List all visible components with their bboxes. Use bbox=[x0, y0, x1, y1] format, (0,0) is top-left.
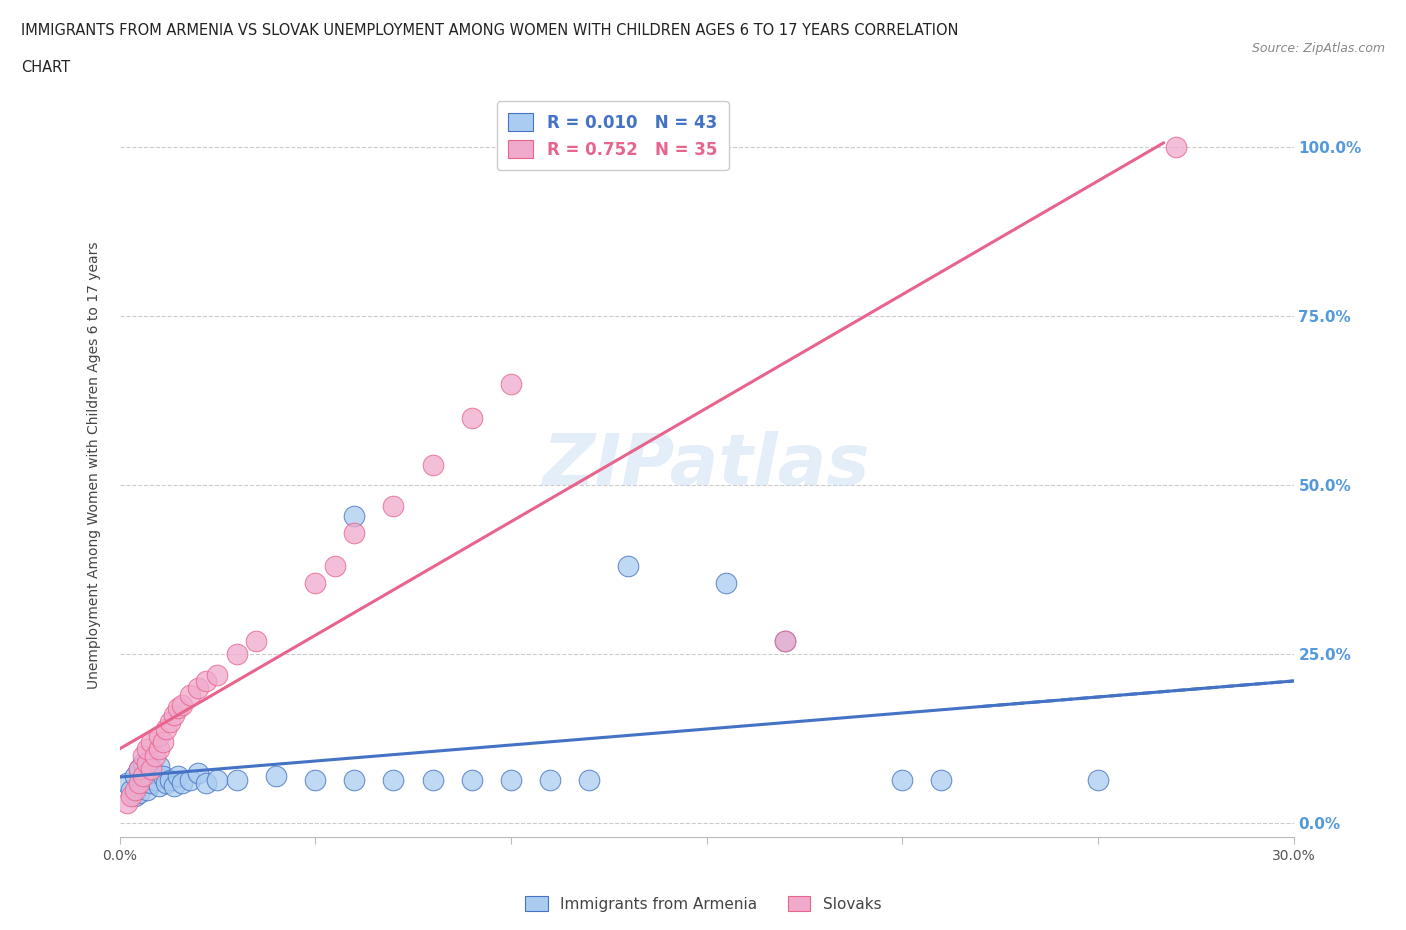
Point bbox=[194, 776, 217, 790]
Legend: R = 0.010   N = 43, R = 0.752   N = 35: R = 0.010 N = 43, R = 0.752 N = 35 bbox=[496, 101, 728, 170]
Point bbox=[460, 410, 484, 425]
Point bbox=[382, 772, 405, 787]
Point bbox=[1166, 140, 1188, 154]
Point bbox=[120, 789, 142, 804]
Point bbox=[499, 772, 522, 787]
Point bbox=[117, 776, 139, 790]
Legend: Immigrants from Armenia, Slovaks: Immigrants from Armenia, Slovaks bbox=[519, 889, 887, 918]
Point bbox=[132, 755, 155, 770]
Point bbox=[499, 377, 522, 392]
Point bbox=[343, 525, 366, 540]
Point bbox=[163, 708, 186, 723]
Point bbox=[460, 772, 484, 787]
Point bbox=[179, 687, 201, 702]
Point bbox=[155, 722, 177, 737]
Point bbox=[155, 776, 177, 790]
Point bbox=[148, 778, 170, 793]
Point bbox=[120, 782, 142, 797]
Point bbox=[343, 772, 366, 787]
Point bbox=[225, 647, 249, 662]
Point bbox=[143, 749, 166, 764]
Point bbox=[135, 782, 157, 797]
Point bbox=[1087, 772, 1109, 787]
Point bbox=[179, 772, 201, 787]
Point bbox=[931, 772, 953, 787]
Point bbox=[124, 782, 146, 797]
Point bbox=[139, 735, 162, 750]
Point bbox=[304, 576, 326, 591]
Point bbox=[304, 772, 326, 787]
Point bbox=[152, 769, 174, 784]
Point bbox=[139, 776, 162, 790]
Point bbox=[225, 772, 249, 787]
Point bbox=[167, 769, 190, 784]
Point bbox=[422, 458, 444, 472]
Y-axis label: Unemployment Among Women with Children Ages 6 to 17 years: Unemployment Among Women with Children A… bbox=[87, 241, 101, 689]
Point bbox=[578, 772, 600, 787]
Point bbox=[172, 698, 194, 712]
Point bbox=[323, 559, 346, 574]
Point bbox=[891, 772, 914, 787]
Point bbox=[773, 633, 796, 648]
Point bbox=[124, 789, 146, 804]
Text: ZIPatlas: ZIPatlas bbox=[543, 431, 870, 499]
Point bbox=[132, 769, 155, 784]
Point bbox=[148, 741, 170, 756]
Point bbox=[159, 772, 181, 787]
Point bbox=[135, 755, 157, 770]
Point bbox=[194, 674, 217, 689]
Point bbox=[163, 778, 186, 793]
Point bbox=[422, 772, 444, 787]
Point bbox=[132, 776, 155, 790]
Point bbox=[187, 681, 209, 696]
Text: Source: ZipAtlas.com: Source: ZipAtlas.com bbox=[1251, 42, 1385, 55]
Point bbox=[382, 498, 405, 513]
Point bbox=[714, 576, 737, 591]
Point bbox=[132, 749, 155, 764]
Point bbox=[128, 762, 150, 777]
Point bbox=[245, 633, 267, 648]
Point bbox=[139, 762, 162, 777]
Point bbox=[135, 741, 157, 756]
Point bbox=[152, 735, 174, 750]
Point bbox=[148, 728, 170, 743]
Point bbox=[187, 765, 209, 780]
Point bbox=[617, 559, 640, 574]
Point bbox=[128, 786, 150, 801]
Text: CHART: CHART bbox=[21, 60, 70, 75]
Point bbox=[773, 633, 796, 648]
Point bbox=[207, 772, 229, 787]
Point bbox=[117, 796, 139, 811]
Text: IMMIGRANTS FROM ARMENIA VS SLOVAK UNEMPLOYMENT AMONG WOMEN WITH CHILDREN AGES 6 : IMMIGRANTS FROM ARMENIA VS SLOVAK UNEMPL… bbox=[21, 23, 959, 38]
Point bbox=[135, 769, 157, 784]
Point bbox=[264, 769, 287, 784]
Point bbox=[343, 509, 366, 524]
Point bbox=[139, 762, 162, 777]
Point bbox=[128, 776, 150, 790]
Point bbox=[148, 759, 170, 774]
Point bbox=[167, 701, 190, 716]
Point bbox=[128, 762, 150, 777]
Point bbox=[159, 714, 181, 729]
Point bbox=[538, 772, 561, 787]
Point bbox=[124, 769, 146, 784]
Point bbox=[143, 772, 166, 787]
Point bbox=[143, 765, 166, 780]
Point bbox=[172, 776, 194, 790]
Point bbox=[207, 667, 229, 682]
